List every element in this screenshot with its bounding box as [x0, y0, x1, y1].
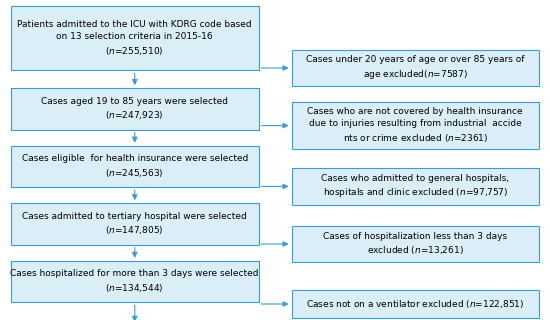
Text: Cases eligible  for health insurance were selected
($n$=245,563): Cases eligible for health insurance were…	[21, 154, 248, 179]
Text: Cases under 20 years of age or over 85 years of
age excluded($n$=7587): Cases under 20 years of age or over 85 y…	[306, 55, 525, 81]
FancyBboxPatch shape	[292, 102, 539, 149]
Text: Cases of hospitalization less than 3 days
excluded ($n$=13,261): Cases of hospitalization less than 3 day…	[323, 232, 507, 256]
Text: Patients admitted to the ICU with KDRG code based
on 13 selection criteria in 20: Patients admitted to the ICU with KDRG c…	[18, 20, 252, 57]
FancyBboxPatch shape	[292, 290, 539, 318]
FancyBboxPatch shape	[292, 168, 539, 205]
Text: Cases who are not covered by health insurance
due to injuries resulting from ind: Cases who are not covered by health insu…	[307, 108, 523, 144]
FancyBboxPatch shape	[11, 146, 258, 187]
FancyBboxPatch shape	[11, 88, 258, 130]
Text: Cases hospitalized for more than 3 days were selected
($n$=134,544): Cases hospitalized for more than 3 days …	[10, 269, 259, 294]
Text: Cases aged 19 to 85 years were selected
($n$=247,923): Cases aged 19 to 85 years were selected …	[41, 97, 228, 121]
FancyBboxPatch shape	[11, 261, 258, 302]
Text: Cases who admitted to general hospitals,
hospitals and clinic excluded ($n$=97,7: Cases who admitted to general hospitals,…	[321, 173, 509, 199]
Text: Cases admitted to tertiary hospital were selected
($n$=147,805): Cases admitted to tertiary hospital were…	[23, 212, 247, 236]
FancyBboxPatch shape	[11, 203, 258, 245]
FancyBboxPatch shape	[292, 50, 539, 86]
FancyBboxPatch shape	[292, 226, 539, 262]
Text: Cases not on a ventilator excluded ($n$=122,851): Cases not on a ventilator excluded ($n$=…	[306, 298, 525, 310]
FancyBboxPatch shape	[11, 6, 258, 70]
